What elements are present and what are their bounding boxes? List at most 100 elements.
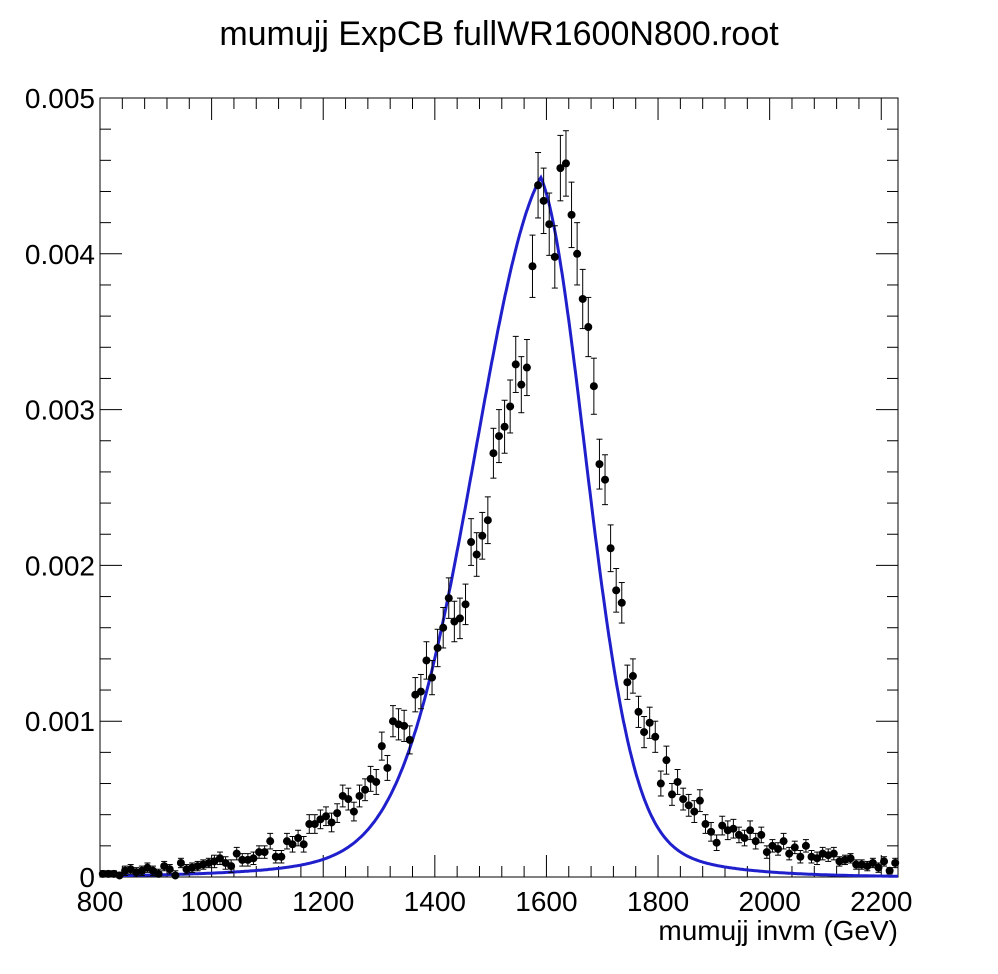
data-point: [115, 871, 124, 880]
data-marker: [455, 614, 464, 623]
data-marker: [757, 830, 766, 839]
data-point: [439, 606, 448, 649]
data-marker: [679, 795, 688, 804]
data-point: [377, 731, 386, 761]
data-point: [472, 532, 481, 577]
data-point: [288, 835, 297, 853]
data-marker: [344, 795, 353, 804]
data-point: [294, 829, 303, 847]
data-point: [573, 222, 582, 286]
data-point: [545, 192, 554, 256]
data-point: [891, 857, 900, 869]
data-marker: [651, 732, 660, 741]
data-marker: [628, 672, 637, 681]
x-axis-title: mumujj invm (GeV): [658, 915, 898, 946]
data-point: [628, 658, 637, 694]
data-marker: [478, 531, 487, 540]
data-point: [433, 628, 442, 668]
data-point: [617, 582, 626, 624]
data-marker: [355, 791, 364, 800]
data-marker: [522, 363, 531, 372]
data-point: [868, 857, 877, 869]
fit-curve: [100, 174, 899, 878]
data-point: [729, 818, 738, 839]
data-point: [98, 869, 107, 878]
data-marker: [645, 718, 654, 727]
data-point: [534, 152, 543, 219]
data-marker: [852, 860, 861, 869]
data-marker: [673, 777, 682, 786]
data-marker: [467, 538, 476, 547]
data-marker: [701, 820, 710, 829]
data-point: [623, 664, 632, 700]
data-point: [305, 814, 314, 834]
data-marker: [400, 721, 409, 730]
data-point: [154, 868, 163, 878]
data-marker: [310, 820, 319, 829]
data-marker: [695, 796, 704, 805]
data-point: [260, 845, 269, 859]
data-marker: [461, 600, 470, 609]
data-point: [774, 842, 783, 856]
data-point: [361, 778, 370, 802]
data-point: [204, 857, 213, 869]
data-point: [561, 130, 570, 197]
data-marker: [377, 742, 386, 751]
data-point: [679, 787, 688, 811]
data-marker: [762, 848, 771, 857]
data-marker: [428, 673, 437, 682]
data-marker: [578, 294, 587, 303]
data-point: [550, 225, 559, 289]
data-point: [416, 673, 425, 710]
data-point: [495, 409, 503, 464]
data-point: [104, 869, 113, 878]
plot-frame: [99, 97, 899, 878]
data-marker: [556, 164, 565, 173]
data-marker: [545, 220, 554, 229]
data-marker: [617, 598, 626, 607]
data-marker: [249, 854, 258, 863]
data-point: [322, 806, 331, 827]
data-point: [701, 814, 710, 834]
data-point: [227, 859, 236, 873]
x-axis-tick-labels: 800 1000 1200 1400 1600 1800 2000 2200: [77, 886, 913, 917]
data-point: [578, 268, 587, 330]
data-marker: [584, 323, 593, 332]
data-marker: [751, 837, 760, 846]
data-point: [333, 803, 342, 823]
data-point: [852, 859, 861, 870]
data-point: [522, 338, 531, 397]
data-marker: [483, 516, 492, 525]
data-marker: [656, 779, 665, 788]
data-point: [478, 511, 487, 560]
data-marker: [383, 763, 392, 772]
data-marker: [294, 834, 303, 843]
data-marker: [500, 422, 509, 431]
data-point: [422, 641, 431, 680]
data-marker: [667, 790, 676, 799]
data-marker: [690, 807, 699, 816]
data-point: [684, 793, 693, 817]
data-marker: [98, 869, 107, 878]
data-point: [372, 768, 381, 795]
data-point: [327, 812, 336, 833]
data-point: [813, 851, 822, 866]
data-marker: [746, 826, 755, 835]
data-marker: [495, 432, 503, 441]
data-marker: [640, 728, 649, 737]
data-marker: [779, 837, 788, 846]
data-point: [355, 784, 364, 808]
data-marker: [874, 863, 883, 872]
x-tick-label: 2200: [850, 886, 912, 917]
data-point: [874, 862, 883, 873]
data-point: [428, 659, 437, 696]
data-point: [271, 850, 280, 864]
data-point: [467, 518, 476, 566]
data-marker: [154, 869, 163, 878]
data-marker: [299, 840, 308, 849]
x-axis-ticks: [99, 98, 882, 877]
chart-title: mumujj ExpCB fullWR1600N800.root: [219, 15, 779, 53]
data-point: [712, 834, 721, 852]
data-marker: [444, 594, 453, 603]
data-marker: [349, 807, 358, 816]
